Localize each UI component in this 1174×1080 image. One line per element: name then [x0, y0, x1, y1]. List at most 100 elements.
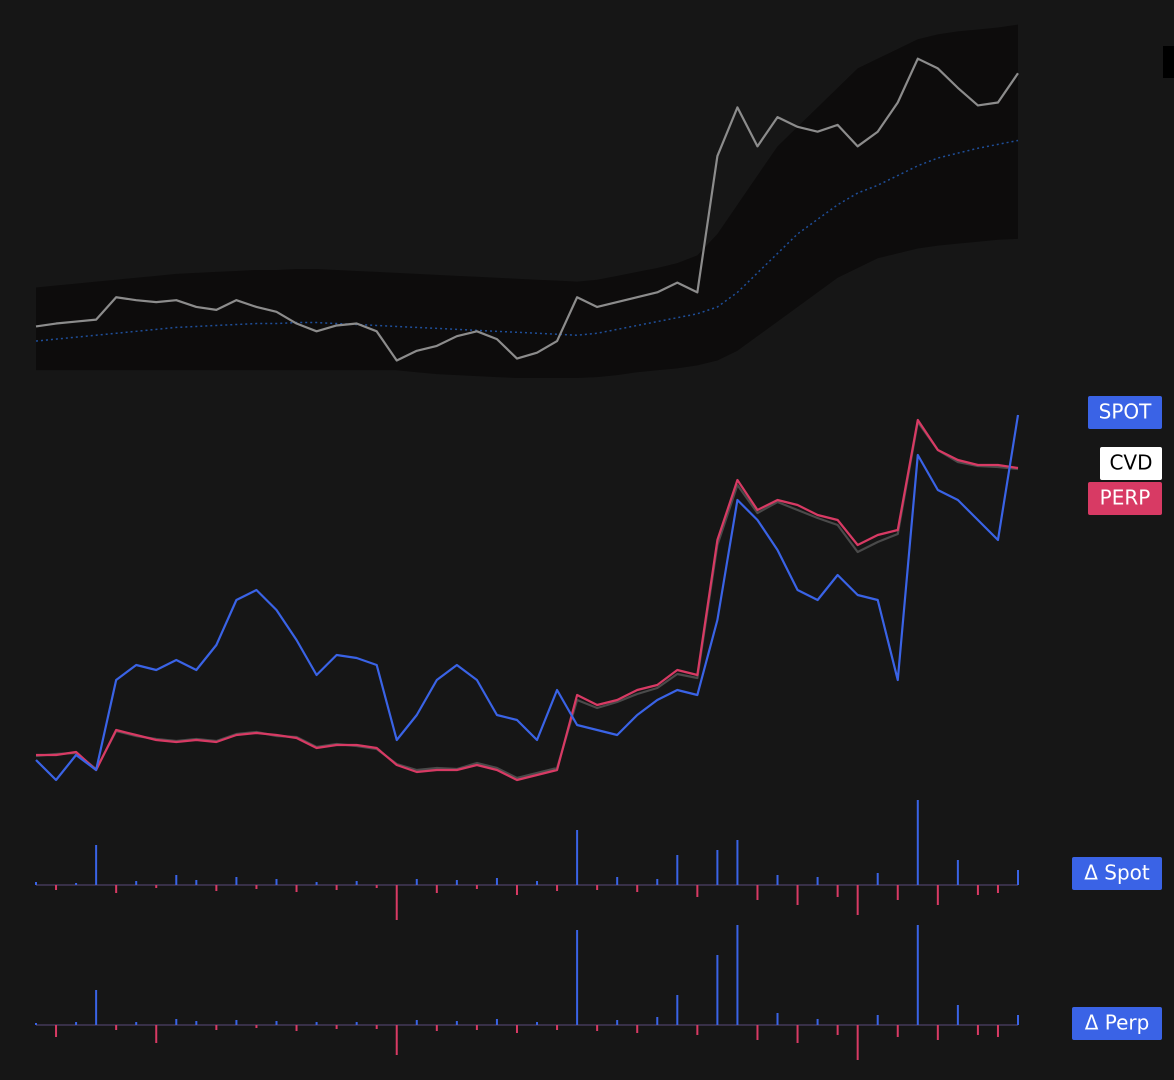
bar: [696, 885, 699, 897]
bar: [816, 1019, 819, 1025]
bar: [536, 1022, 539, 1025]
bar: [556, 885, 559, 891]
bar: [295, 1025, 298, 1031]
bar: [435, 1025, 438, 1031]
bar: [315, 1022, 318, 1025]
legend-box: [1072, 857, 1162, 890]
bar: [716, 850, 719, 885]
series-line: [35, 57, 1019, 362]
bar: [856, 885, 859, 915]
series-line: [35, 414, 1020, 782]
bar: [856, 1025, 859, 1060]
bar: [756, 1025, 759, 1040]
scroll-marker: [1163, 46, 1174, 78]
bar: [135, 881, 138, 885]
bar: [55, 1025, 58, 1037]
bar: [135, 1022, 138, 1025]
bar: [996, 1025, 999, 1037]
bar: [816, 877, 819, 885]
bar: [435, 885, 438, 893]
legend-box: [1088, 482, 1162, 515]
bar: [776, 1013, 779, 1025]
bar: [796, 1025, 799, 1043]
bar: [115, 1025, 118, 1030]
bar: [1017, 1015, 1019, 1025]
bar: [275, 879, 278, 885]
bar: [235, 877, 238, 885]
bar: [355, 1022, 358, 1025]
bar: [455, 1021, 458, 1025]
bar: [475, 1025, 478, 1030]
bar: [295, 885, 298, 892]
band-area: [36, 24, 1018, 379]
bar: [375, 1025, 378, 1029]
bar: [576, 830, 579, 885]
bar: [836, 1025, 839, 1035]
bar: [576, 930, 579, 1025]
bar: [95, 990, 98, 1025]
bar: [616, 877, 619, 885]
bar: [836, 885, 839, 897]
bar: [676, 995, 679, 1025]
bar: [716, 955, 719, 1025]
bar: [195, 1021, 198, 1025]
legend-label: Δ Perp: [1085, 1011, 1150, 1035]
legend-label: CVD: [1109, 451, 1152, 475]
bar: [656, 879, 659, 885]
bar: [736, 840, 739, 885]
bar: [75, 883, 78, 885]
bar: [896, 885, 899, 900]
bar: [976, 1025, 979, 1035]
bar: [956, 860, 959, 885]
bar: [475, 885, 478, 889]
bar: [936, 1025, 939, 1040]
bar: [155, 885, 158, 888]
bar: [556, 1025, 559, 1030]
bar: [215, 885, 218, 891]
bar: [55, 885, 58, 890]
legend-box: [1072, 1007, 1162, 1040]
bar: [756, 885, 759, 900]
bar: [876, 1015, 879, 1025]
bar: [916, 800, 919, 885]
bar: [375, 885, 378, 888]
bar: [275, 1021, 278, 1025]
bar: [996, 885, 999, 893]
bar: [976, 885, 979, 895]
bar: [415, 879, 418, 885]
bar: [255, 885, 258, 889]
bar: [335, 1025, 338, 1029]
bar: [335, 885, 338, 890]
bar: [696, 1025, 699, 1035]
bar: [796, 885, 799, 905]
bar: [235, 1020, 238, 1025]
bar: [315, 882, 318, 885]
bar: [736, 925, 739, 1025]
bar: [455, 880, 458, 885]
legend-box: [1100, 447, 1162, 480]
bar: [876, 873, 879, 885]
bar: [495, 878, 498, 885]
bar: [355, 881, 358, 885]
bar: [175, 875, 178, 885]
bar: [35, 1023, 37, 1025]
legend-label: PERP: [1100, 486, 1151, 510]
bar: [616, 1020, 619, 1025]
bar: [596, 885, 599, 890]
bar: [155, 1025, 158, 1043]
legend-label: SPOT: [1099, 400, 1152, 424]
bar: [776, 875, 779, 885]
bar: [676, 855, 679, 885]
bar: [636, 885, 639, 892]
bar: [636, 1025, 639, 1033]
series-line: [36, 418, 1019, 782]
legend-label: Δ Spot: [1084, 861, 1150, 885]
bar: [596, 1025, 599, 1031]
bar: [75, 1022, 78, 1025]
bar: [35, 882, 37, 885]
bar: [536, 881, 539, 885]
bar: [195, 880, 198, 885]
bar: [896, 1025, 899, 1037]
